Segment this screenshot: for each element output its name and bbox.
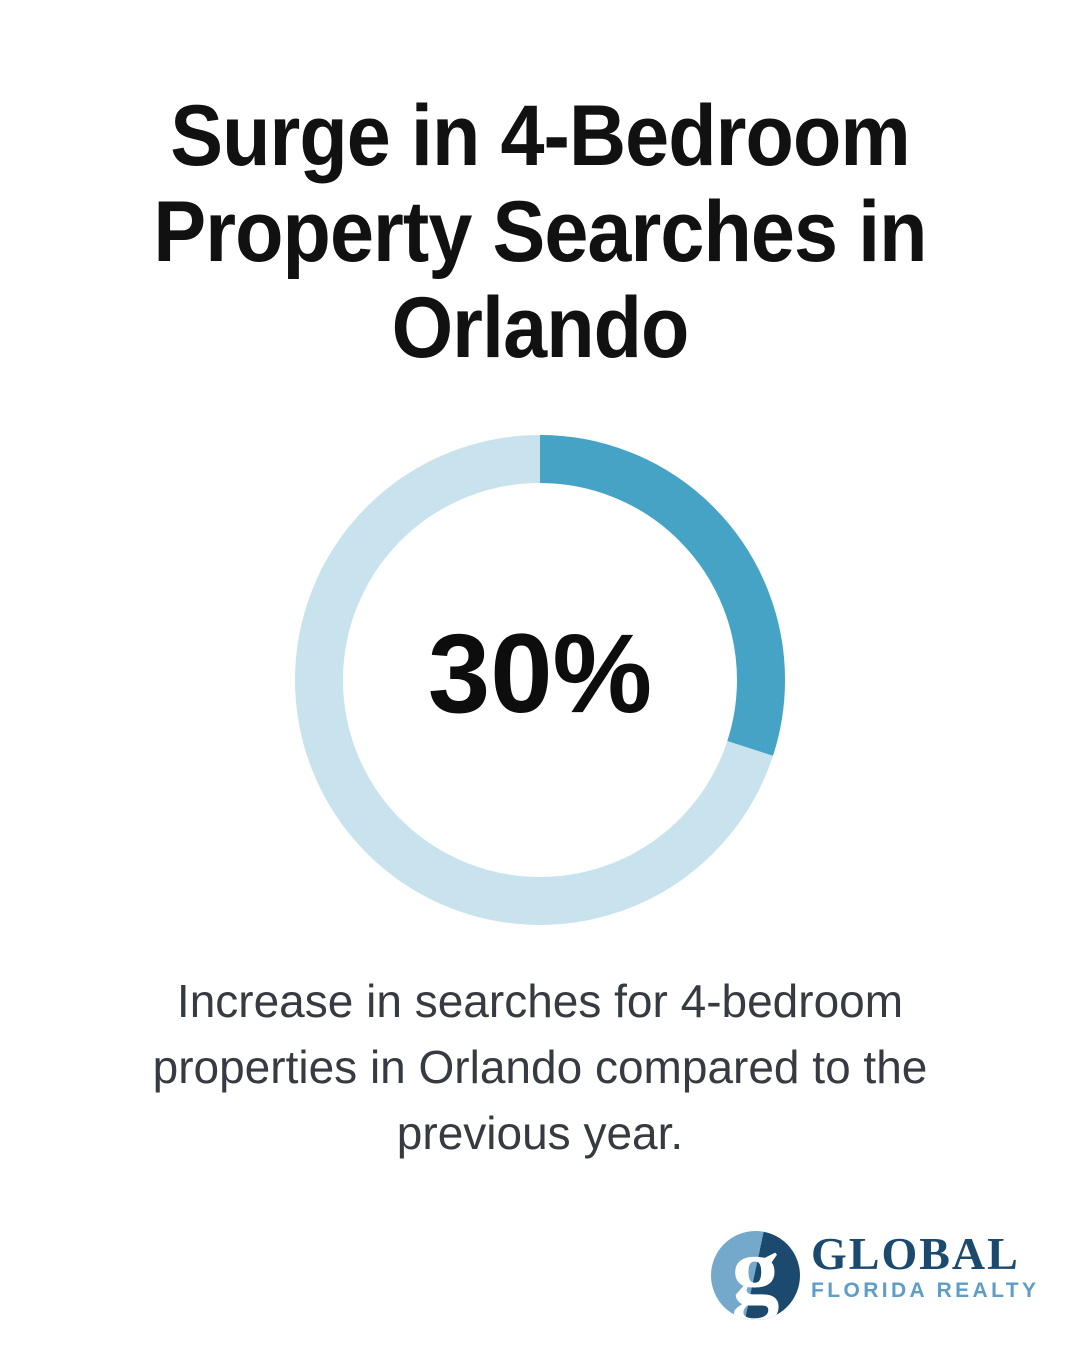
logo-monogram: g <box>731 1231 780 1320</box>
description-text: Increase in searches for 4-bedroom prope… <box>152 975 928 1159</box>
donut-chart-svg <box>295 435 785 925</box>
logo-wordmark: GLOBAL <box>811 1228 1020 1279</box>
donut-progress-arc <box>295 435 785 925</box>
logo-text-block: GLOBAL FLORIDA REALTY <box>811 1228 1040 1302</box>
global-g-logo-icon: g <box>711 1231 800 1320</box>
donut-center-label: 30% <box>427 610 653 736</box>
infographic-title: Surge in 4-Bedroom Property Searches in … <box>153 88 927 376</box>
donut-chart: 30% <box>295 435 785 925</box>
logo-tagline: FLORIDA REALTY <box>811 1279 1040 1302</box>
brand-logo: g GLOBAL FLORIDA REALTY <box>711 1231 1039 1320</box>
